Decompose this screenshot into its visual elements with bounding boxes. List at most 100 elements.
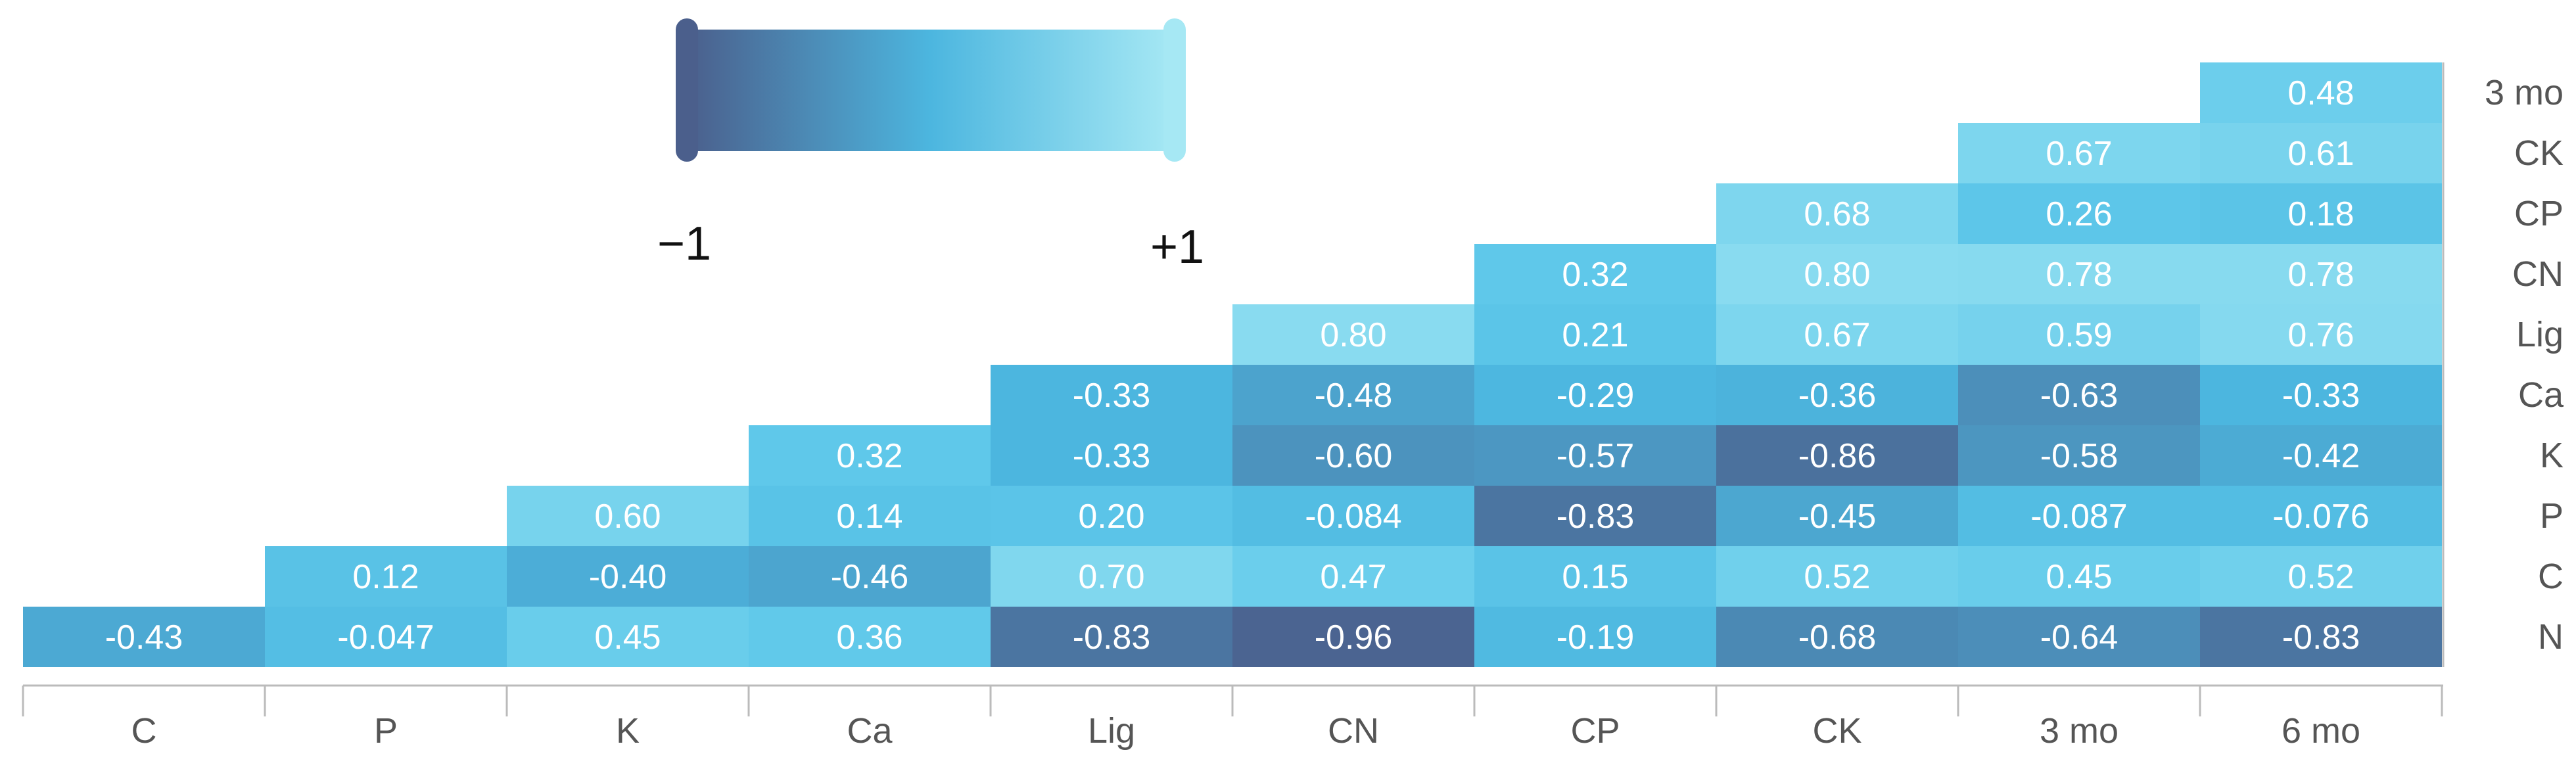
heatmap-cell bbox=[1716, 304, 1958, 365]
heatmap-cell bbox=[2200, 183, 2442, 244]
heatmap-cell-value: 0.32 bbox=[836, 437, 902, 475]
heatmap-cell-value: 0.21 bbox=[1562, 316, 1628, 354]
heatmap-cell-value: -0.83 bbox=[2282, 618, 2360, 657]
heatmap-cell-value: 0.20 bbox=[1078, 498, 1144, 536]
heatmap-cell-value: -0.084 bbox=[1305, 498, 1401, 536]
heatmap-cell bbox=[1474, 607, 1716, 667]
color-scale-max-label: +1 bbox=[1150, 221, 1204, 273]
x-tick-label: K bbox=[616, 711, 640, 751]
heatmap-cell bbox=[507, 486, 749, 546]
x-tick-label: CP bbox=[1570, 711, 1620, 751]
heatmap-cell bbox=[1232, 486, 1474, 546]
heatmap-cell bbox=[991, 607, 1232, 667]
heatmap-cell bbox=[1716, 425, 1958, 486]
heatmap-cell-value: -0.86 bbox=[1798, 437, 1877, 475]
heatmap-cell bbox=[1474, 546, 1716, 607]
x-tick-label: C bbox=[131, 711, 157, 751]
heatmap-cell-value: 0.18 bbox=[2287, 195, 2354, 233]
y-tick-label: Ca bbox=[2518, 375, 2564, 415]
heatmap-cell-value: -0.83 bbox=[1073, 618, 1151, 657]
heatmap-cell-value: 0.80 bbox=[1320, 316, 1386, 354]
heatmap-cell bbox=[2200, 425, 2442, 486]
heatmap-cell bbox=[1958, 244, 2200, 304]
heatmap-cell-value: -0.58 bbox=[2040, 437, 2119, 475]
y-tick-label: P bbox=[2540, 496, 2564, 536]
heatmap-cell bbox=[2200, 365, 2442, 425]
heatmap-cell-value: -0.076 bbox=[2272, 498, 2369, 536]
heatmap-cell bbox=[1474, 425, 1716, 486]
heatmap-cell bbox=[2200, 546, 2442, 607]
heatmap-cell bbox=[749, 607, 991, 667]
y-tick-label: N bbox=[2538, 617, 2564, 657]
heatmap-cell-value: 0.48 bbox=[2287, 74, 2354, 112]
x-tick-label: 6 mo bbox=[2282, 711, 2360, 751]
heatmap-cell-value: -0.43 bbox=[105, 618, 183, 657]
heatmap-cell-value: 0.67 bbox=[2046, 135, 2112, 173]
x-tick-label: CN bbox=[1328, 711, 1379, 751]
heatmap-cell-value: 0.70 bbox=[1078, 558, 1144, 596]
heatmap-cell bbox=[749, 425, 991, 486]
heatmap-cell bbox=[1232, 365, 1474, 425]
heatmap-cell bbox=[1232, 607, 1474, 667]
heatmap-cell-value: -0.96 bbox=[1315, 618, 1393, 657]
heatmap-cell-value: -0.64 bbox=[2040, 618, 2119, 657]
heatmap-cell-value: -0.40 bbox=[589, 558, 667, 596]
heatmap-cell bbox=[1958, 546, 2200, 607]
heatmap-cell-value: -0.29 bbox=[1557, 377, 1635, 415]
heatmap-cell bbox=[1474, 365, 1716, 425]
heatmap-cell-value: -0.33 bbox=[1073, 377, 1151, 415]
heatmap-cell bbox=[1232, 546, 1474, 607]
color-scale-min-label: −1 bbox=[657, 218, 711, 270]
heatmap-cell-value: 0.59 bbox=[2046, 316, 2112, 354]
heatmap-cell bbox=[991, 486, 1232, 546]
color-scale-left-cap bbox=[676, 18, 698, 162]
heatmap-cell bbox=[507, 607, 749, 667]
heatmap-cell bbox=[1716, 183, 1958, 244]
heatmap-cell bbox=[2200, 304, 2442, 365]
heatmap-cell-value: 0.14 bbox=[836, 498, 902, 536]
heatmap-cell bbox=[1958, 123, 2200, 183]
heatmap-cell bbox=[2200, 244, 2442, 304]
heatmap-cell bbox=[265, 607, 507, 667]
heatmap-cell bbox=[749, 546, 991, 607]
heatmap-cell-value: -0.45 bbox=[1798, 498, 1877, 536]
x-tick-label: Ca bbox=[847, 711, 893, 751]
heatmap-cell bbox=[2200, 62, 2442, 123]
heatmap-cell bbox=[1474, 486, 1716, 546]
heatmap-cell bbox=[1474, 304, 1716, 365]
heatmap-cell bbox=[1716, 607, 1958, 667]
heatmap-cell-value: -0.36 bbox=[1798, 377, 1877, 415]
heatmap-cell-value: -0.63 bbox=[2040, 377, 2119, 415]
x-tick-label: Lig bbox=[1088, 711, 1135, 751]
heatmap-cell-value: 0.26 bbox=[2046, 195, 2112, 233]
y-tick-label: CP bbox=[2514, 194, 2564, 233]
heatmap-cell-value: -0.60 bbox=[1315, 437, 1393, 475]
heatmap-cell-value: -0.68 bbox=[1798, 618, 1877, 657]
heatmap-cell bbox=[1716, 486, 1958, 546]
heatmap-cell bbox=[507, 546, 749, 607]
x-tick-label: CK bbox=[1812, 711, 1862, 751]
heatmap-cell bbox=[991, 425, 1232, 486]
heatmap-cell bbox=[991, 365, 1232, 425]
heatmap-cell bbox=[2200, 607, 2442, 667]
heatmap-cell-value: 0.36 bbox=[836, 618, 902, 657]
heatmap-cell-value: -0.46 bbox=[831, 558, 909, 596]
heatmap-cell-value: 0.12 bbox=[352, 558, 419, 596]
heatmap-cell-value: 0.47 bbox=[1320, 558, 1386, 596]
x-tick-label: P bbox=[374, 711, 398, 751]
color-scale-bar bbox=[687, 30, 1173, 151]
x-tick-label: 3 mo bbox=[2040, 711, 2119, 751]
heatmap-cell-value: 0.78 bbox=[2046, 256, 2112, 294]
y-tick-label: 3 mo bbox=[2485, 73, 2564, 112]
y-tick-label: CK bbox=[2514, 133, 2564, 173]
heatmap-cell bbox=[1958, 486, 2200, 546]
heatmap-cell-value: 0.61 bbox=[2287, 135, 2354, 173]
heatmap-cell bbox=[1958, 304, 2200, 365]
heatmap-cell bbox=[1958, 607, 2200, 667]
heatmap-cell-value: 0.45 bbox=[594, 618, 661, 657]
heatmap-cell bbox=[1232, 304, 1474, 365]
heatmap-cell-value: -0.33 bbox=[2282, 377, 2360, 415]
heatmap-cell-value: 0.67 bbox=[1804, 316, 1870, 354]
